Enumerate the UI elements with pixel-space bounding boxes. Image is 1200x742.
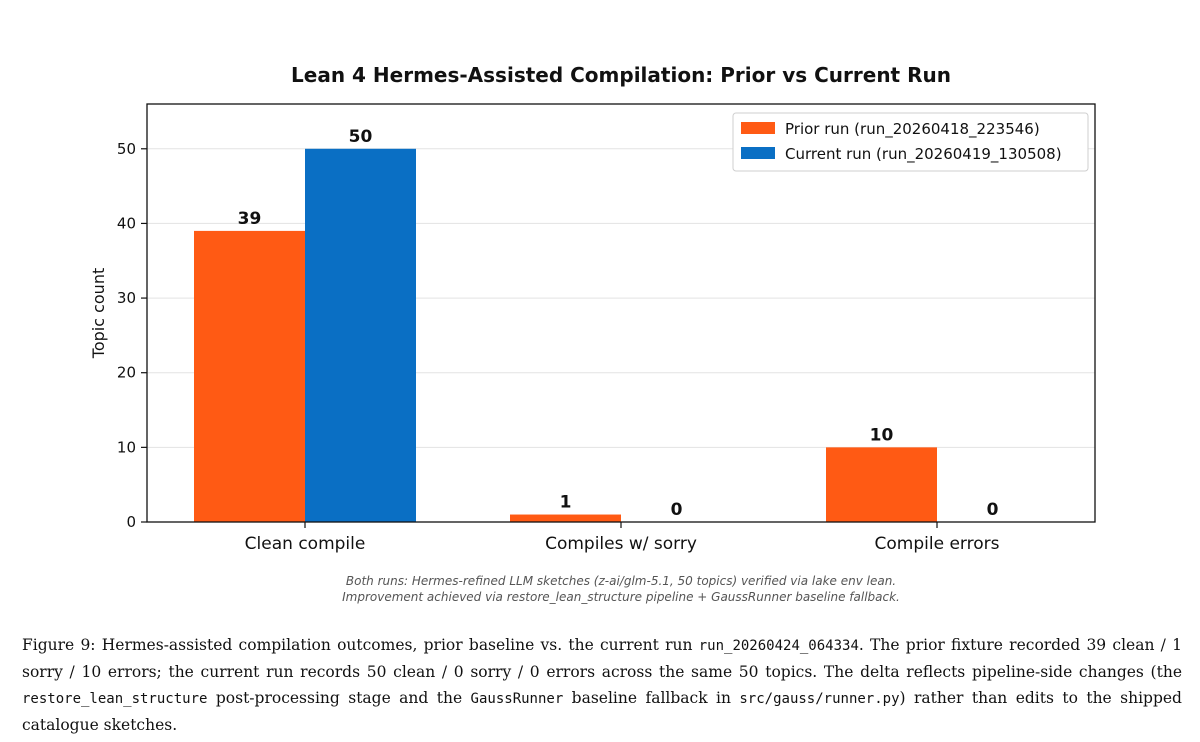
- caption-text: ) rather than edits to the shipped catal…: [22, 689, 1182, 734]
- legend-swatch: [741, 147, 775, 159]
- caption-code: run_20260424_064334: [698, 638, 859, 654]
- caption-text: post-processing stage and the: [207, 689, 471, 707]
- bar-value-label: 0: [987, 500, 999, 520]
- bars: [194, 148, 937, 523]
- x-tick-label: Clean compile: [245, 534, 366, 554]
- legend-label: Current run (run_20260419_130508): [785, 145, 1062, 164]
- y-tick-label: 30: [117, 289, 136, 307]
- bar-chart: Lean 4 Hermes-Assisted Compilation: Prio…: [89, 63, 1096, 604]
- caption-code: restore_lean_structure: [22, 691, 208, 707]
- figure-caption: Figure 9: Hermes-assisted compilation ou…: [22, 632, 1182, 738]
- bar: [305, 148, 416, 523]
- caption-code: GaussRunner: [470, 691, 564, 707]
- x-tick-label: Compiles w/ sorry: [545, 534, 697, 554]
- y-axis-label: Topic count: [89, 268, 108, 359]
- y-tick-label: 0: [126, 513, 136, 531]
- bar: [194, 230, 305, 522]
- legend-swatch: [741, 122, 775, 134]
- x-tick-label: Compile errors: [875, 534, 1000, 554]
- chart-note-line-2: Improvement achieved via restore_lean_st…: [342, 590, 900, 604]
- y-axis-ticks: 0 10 20 30 40 50: [117, 140, 147, 531]
- y-tick-label: 10: [117, 438, 136, 456]
- caption-code: src/gauss/runner.py: [739, 691, 900, 707]
- chart-title: Lean 4 Hermes-Assisted Compilation: Prio…: [291, 63, 951, 87]
- bar-value-label: 50: [349, 127, 373, 147]
- caption-text: Figure 9: Hermes-assisted compilation ou…: [22, 636, 699, 654]
- bar: [826, 447, 937, 522]
- y-tick-label: 50: [117, 140, 136, 158]
- bar-value-label: 10: [870, 425, 894, 445]
- chart-note-line-1: Both runs: Hermes-refined LLM sketches (…: [346, 574, 896, 588]
- bar-value-label: 39: [238, 209, 262, 229]
- bar: [510, 514, 621, 522]
- caption-text: . The prior fixture recorded 39 clean / …: [22, 636, 1183, 681]
- x-axis-ticks: Clean compile Compiles w/ sorry Compile er…: [245, 522, 1000, 554]
- y-tick-label: 20: [117, 364, 136, 382]
- legend-label: Prior run (run_20260418_223546): [785, 120, 1040, 139]
- caption-text: baseline fallback in: [563, 689, 740, 707]
- legend: Prior run (run_20260418_223546) Current r…: [732, 112, 1089, 172]
- bar-value-label: 1: [560, 493, 572, 513]
- bar-value-label: 0: [671, 500, 683, 520]
- legend-box: [732, 112, 1089, 172]
- y-tick-label: 40: [117, 214, 136, 232]
